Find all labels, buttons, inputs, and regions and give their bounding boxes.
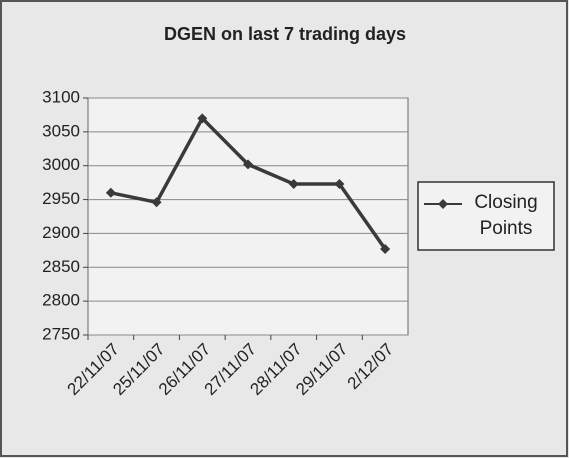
- legend-label: Closing Points: [474, 192, 538, 239]
- marker: [105, 187, 116, 198]
- marker: [243, 159, 253, 170]
- chart-title: DGEN on last 7 trading days: [164, 24, 406, 44]
- y-tick-label: 3100: [42, 87, 80, 106]
- y-tick-label: 2750: [42, 324, 80, 343]
- marker: [334, 178, 345, 189]
- y-tick-label: 2850: [42, 257, 80, 276]
- marker: [380, 244, 391, 255]
- marker: [151, 197, 162, 208]
- y-tick-label: 2800: [42, 291, 80, 310]
- legend-marker: [438, 199, 448, 209]
- y-tick-label: 2950: [42, 189, 80, 208]
- marker: [197, 113, 208, 124]
- legend-box: [417, 181, 555, 251]
- y-tick-label: 3000: [42, 155, 80, 174]
- y-tick-label: 2900: [42, 223, 80, 242]
- plot-area: [87, 97, 409, 336]
- marker: [288, 178, 299, 189]
- y-tick-label: 3050: [42, 121, 80, 140]
